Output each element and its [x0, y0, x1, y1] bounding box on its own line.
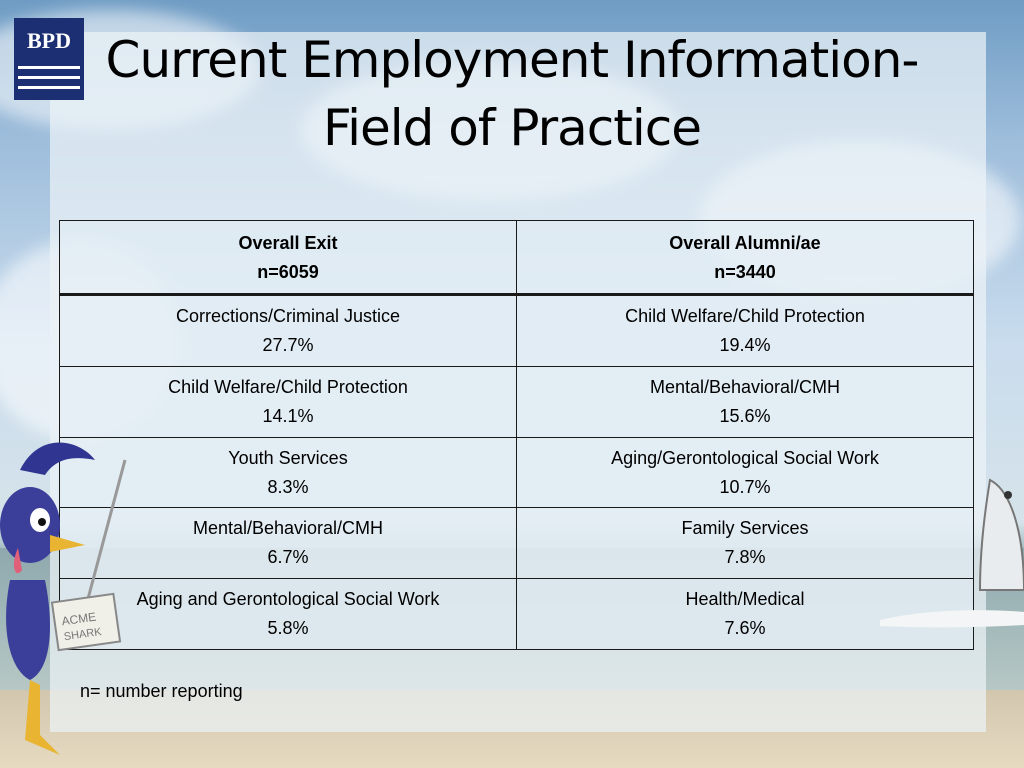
column-label: Overall Alumni/ae — [669, 233, 821, 253]
footnote: n= number reporting — [80, 681, 243, 701]
table-cell-exit: Aging and Gerontological Social Work 5.8… — [59, 578, 517, 650]
field-name: Mental/Behavioral/CMH — [192, 518, 384, 539]
table-header-row: Overall Exit n=6059 Overall Alumni/ae n=… — [59, 220, 974, 295]
column-n: n=3440 — [714, 262, 776, 282]
title-line-1: Current Employment Information- — [105, 31, 920, 89]
field-name: Aging and Gerontological Social Work — [136, 589, 440, 610]
sign-text-line-2: SHARK — [63, 626, 103, 643]
shark-illustration — [880, 478, 1024, 628]
column-header-overall-exit: Overall Exit n=6059 — [59, 220, 517, 295]
field-name: Corrections/Criminal Justice — [175, 306, 401, 326]
field-name: Child Welfare/Child Protection — [168, 376, 408, 397]
table-cell-alumni: Family Services 7.8% — [516, 507, 974, 580]
field-name: Aging/Gerontological Social Work — [611, 447, 879, 468]
bpd-logo: BPD — [14, 18, 84, 100]
table-cell-alumni: Health/Medical 7.6% — [516, 578, 974, 650]
field-name: Family Services — [681, 518, 809, 539]
field-name: Child Welfare/Child Protection — [625, 306, 865, 326]
logo-stripe — [18, 66, 80, 69]
field-name: Mental/Behavioral/CMH — [649, 376, 841, 397]
field-percent: 10.7% — [719, 476, 771, 497]
logo-stripe — [18, 76, 80, 79]
table-cell-exit: Child Welfare/Child Protection 14.1% — [59, 365, 517, 438]
table-cell-alumni: Mental/Behavioral/CMH 15.6% — [516, 365, 974, 438]
field-percent: 6.7% — [267, 547, 309, 568]
logo-text: BPD — [27, 28, 71, 53]
field-of-practice-table: Overall Exit n=6059 Overall Alumni/ae n=… — [59, 220, 974, 650]
sign-text-line-1: ACME — [61, 610, 97, 629]
field-percent: 8.3% — [267, 476, 309, 497]
table-row: Youth Services 8.3% Aging/Gerontological… — [59, 436, 974, 509]
table-row: Child Welfare/Child Protection 14.1% Men… — [59, 365, 974, 438]
field-percent: 14.1% — [262, 405, 314, 426]
field-name: Youth Services — [228, 447, 348, 468]
column-header-overall-alumni: Overall Alumni/ae n=3440 — [516, 220, 974, 295]
field-percent: 5.8% — [267, 618, 309, 639]
field-percent: 15.6% — [719, 405, 771, 426]
field-percent: 7.8% — [724, 547, 766, 568]
field-name: Health/Medical — [685, 589, 805, 610]
field-percent: 19.4% — [719, 335, 771, 355]
field-percent: 27.7% — [262, 335, 314, 355]
table-row: Corrections/Criminal Justice 27.7% Child… — [59, 294, 974, 367]
slide-title: Current Employment Information- Field of… — [60, 26, 964, 162]
field-percent: 7.6% — [724, 618, 766, 639]
logo-stripe — [18, 86, 80, 89]
table-cell-alumni: Aging/Gerontological Social Work 10.7% — [516, 436, 974, 509]
table-row: Mental/Behavioral/CMH 6.7% Family Servic… — [59, 507, 974, 580]
roadrunner-illustration: ACME SHARK — [0, 442, 127, 755]
table-cell-alumni: Child Welfare/Child Protection 19.4% — [516, 294, 974, 367]
table-cell-exit: Mental/Behavioral/CMH 6.7% — [59, 507, 517, 580]
title-line-2: Field of Practice — [322, 99, 702, 157]
column-label: Overall Exit — [238, 233, 338, 253]
column-n: n=6059 — [257, 262, 319, 282]
table-row: Aging and Gerontological Social Work 5.8… — [59, 578, 974, 650]
table-cell-exit: Corrections/Criminal Justice 27.7% — [59, 294, 517, 367]
